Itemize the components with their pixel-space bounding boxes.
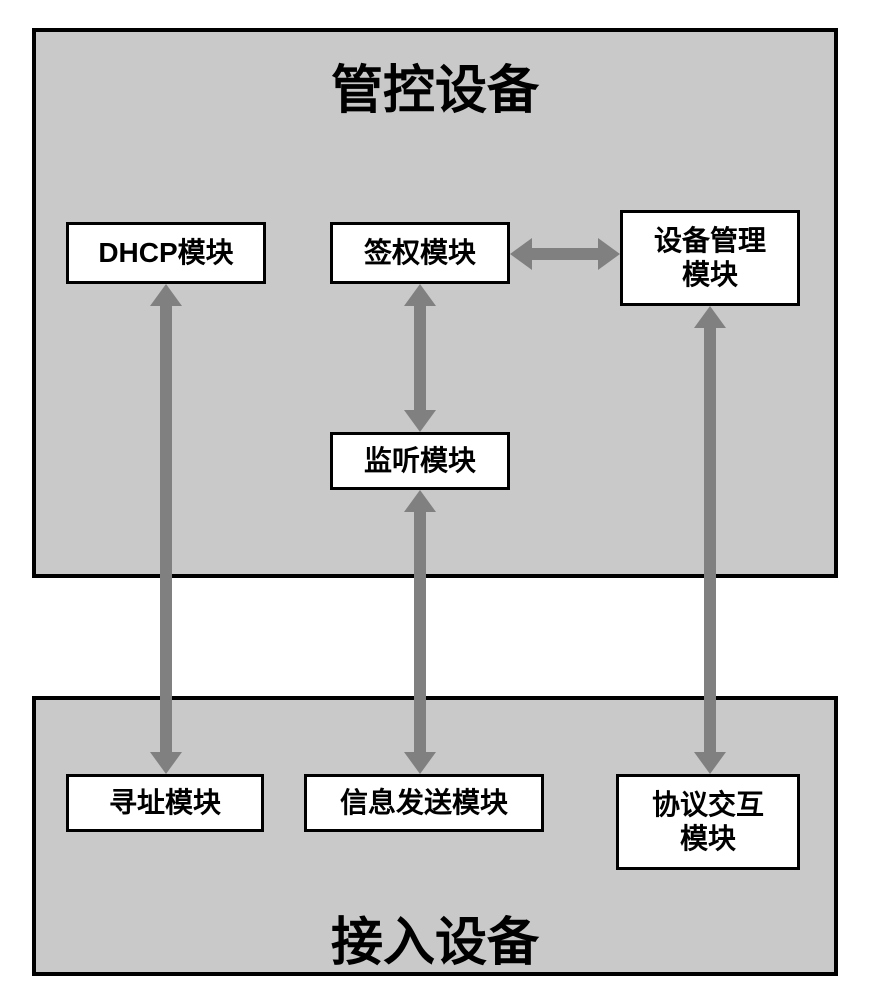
module-device-mgr: 设备管理 模块 — [620, 210, 800, 306]
module-protocol: 协议交互 模块 — [616, 774, 800, 870]
module-dhcp: DHCP模块 — [66, 222, 266, 284]
module-addressing: 寻址模块 — [66, 774, 264, 832]
module-auth: 签权模块 — [330, 222, 510, 284]
module-info-send: 信息发送模块 — [304, 774, 544, 832]
group-control-title: 管控设备 — [32, 48, 838, 123]
group-access-title: 接入设备 — [32, 900, 838, 975]
diagram-canvas: 管控设备 接入设备 DHCP模块 签权模块 设备管理 模块 监听模块 寻址模块 … — [0, 0, 872, 1000]
module-listen: 监听模块 — [330, 432, 510, 490]
